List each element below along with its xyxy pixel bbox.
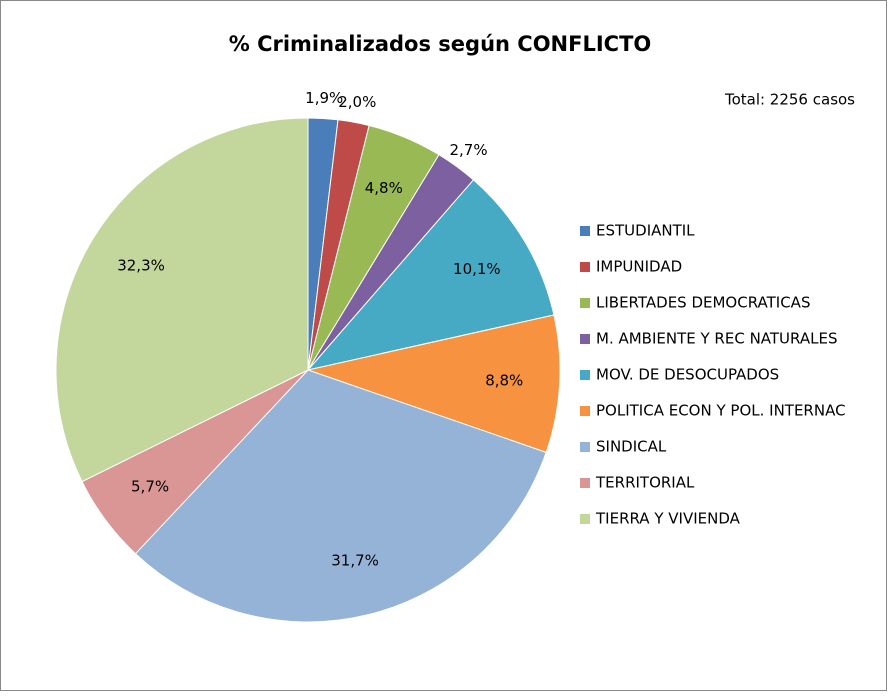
data-label: 1,9% (305, 89, 343, 107)
data-label: 8,8% (485, 372, 523, 390)
legend-swatch (580, 298, 590, 308)
data-label: 31,7% (331, 551, 379, 569)
legend-swatch (580, 262, 590, 272)
legend-swatch (580, 370, 590, 380)
legend-swatch (580, 406, 590, 416)
data-label: 10,1% (453, 260, 501, 278)
pie-slice (55, 117, 309, 483)
annotation: Total: 2256 casos (724, 91, 855, 109)
legend-label: SINDICAL (596, 438, 667, 456)
pie-slice (306, 314, 561, 454)
legend-label: ESTUDIANTIL (596, 222, 695, 240)
legend-swatch (580, 478, 590, 488)
data-label: 2,0% (338, 93, 376, 111)
legend-label: POLITICA ECON Y POL. INTERNAC (596, 402, 846, 420)
legend-swatch (580, 334, 590, 344)
data-label: 2,7% (450, 141, 488, 159)
pie-slice (306, 179, 555, 371)
data-label: 5,7% (131, 478, 169, 496)
pie-slice (134, 369, 547, 623)
legend-swatch (580, 226, 590, 236)
legend-label: MOV. DE DESOCUPADOS (596, 366, 779, 384)
legend-label: LIBERTADES DEMOCRATICAS (596, 294, 810, 312)
legend-swatch (580, 514, 590, 524)
chart-title: % Criminalizados según CONFLICTO (229, 32, 652, 56)
legend-label: IMPUNIDAD (596, 258, 682, 276)
data-label: 32,3% (117, 257, 165, 275)
data-label: 4,8% (365, 179, 403, 197)
legend-swatch (580, 442, 590, 452)
legend-label: TERRITORIAL (595, 474, 695, 492)
legend-label: M. AMBIENTE Y REC NATURALES (596, 330, 837, 348)
legend-label: TIERRA Y VIVIENDA (595, 510, 741, 528)
